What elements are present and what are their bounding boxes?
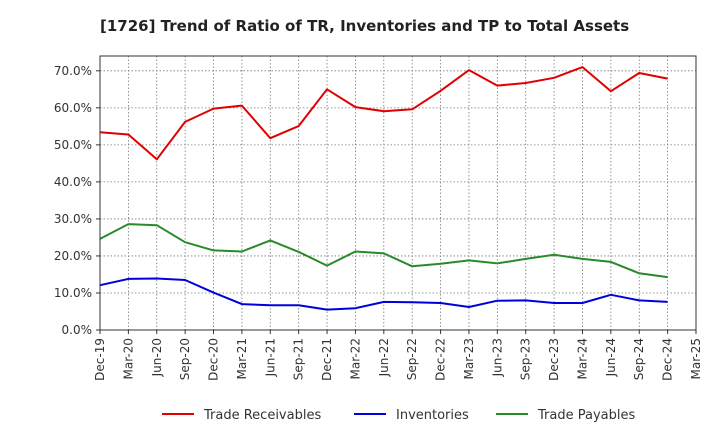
x-tick-label: Dec-21 [320, 338, 334, 381]
x-tick-label: Dec-24 [661, 338, 675, 381]
x-tick-label: Mar-25 [689, 338, 703, 379]
y-tick-label: 0.0% [62, 323, 93, 337]
x-tick-label: Sep-23 [519, 338, 533, 380]
x-tick-label: Jun-22 [377, 338, 391, 377]
legend-label-inventories: Inventories [396, 408, 469, 423]
x-tick-label: Mar-22 [348, 338, 362, 379]
y-tick-label: 50.0% [54, 138, 92, 152]
y-tick-label: 70.0% [54, 64, 92, 78]
series-line-trade-payables [99, 223, 668, 279]
x-tick-label: Dec-23 [547, 338, 561, 381]
x-tick-label: Jun-21 [263, 338, 277, 377]
x-tick-label: Sep-24 [632, 338, 646, 380]
y-axis: 0.0% 10.0% 20.0% 30.0% 40.0% 50.0% 60.0% 70.0% [54, 64, 100, 337]
x-tick-label: Mar-21 [235, 338, 249, 379]
x-tick-label: Mar-20 [121, 338, 135, 379]
x-axis: Dec-19 Mar-20 Jun-20 Sep-20 Dec-20 Mar-21 Jun-… [93, 330, 703, 381]
grid [100, 56, 696, 330]
x-tick-label: Dec-19 [93, 338, 107, 381]
x-tick-label: Dec-22 [434, 338, 448, 381]
x-tick-label: Mar-23 [462, 338, 476, 379]
x-tick-label: Sep-20 [178, 338, 192, 380]
x-tick-label: Jun-24 [604, 338, 618, 377]
series-lines [99, 66, 668, 311]
x-tick-label: Dec-20 [207, 338, 221, 381]
legend-label-trade-receivables: Trade Receivables [203, 408, 321, 423]
x-tick-label: Sep-22 [405, 338, 419, 380]
series-line-trade-receivables [99, 66, 668, 161]
y-tick-label: 20.0% [54, 249, 92, 263]
series-line-inventories [99, 277, 668, 311]
x-tick-label: Sep-21 [292, 338, 306, 380]
y-tick-label: 60.0% [54, 101, 92, 115]
y-tick-label: 10.0% [54, 286, 92, 300]
chart-title: [1726] Trend of Ratio of TR, Inventories… [100, 17, 629, 35]
legend: Trade Receivables Inventories Trade Payabl… [162, 408, 635, 423]
x-tick-label: Jun-20 [150, 338, 164, 377]
y-tick-label: 30.0% [54, 212, 92, 226]
legend-label-trade-payables: Trade Payables [537, 408, 635, 423]
x-tick-label: Jun-23 [490, 338, 504, 377]
y-tick-label: 40.0% [54, 175, 92, 189]
x-tick-label: Mar-24 [575, 338, 589, 379]
plot-frame [99, 55, 697, 331]
